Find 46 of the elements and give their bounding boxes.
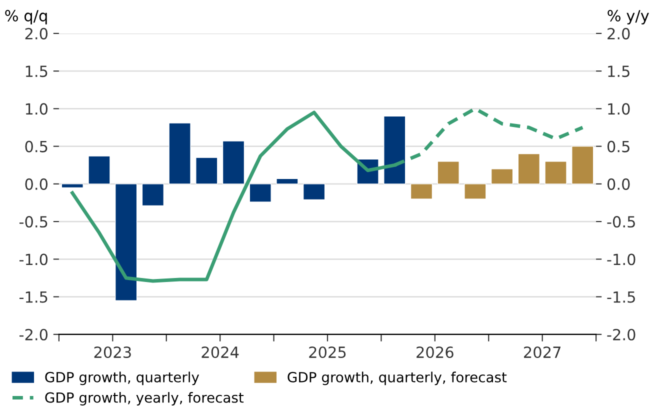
y-tick-label: 0.5 [25, 140, 48, 152]
bar [544, 161, 567, 184]
bar [196, 157, 218, 184]
bar [437, 161, 460, 184]
bar [384, 116, 406, 184]
y2-tick-label: -2.0 [607, 328, 636, 340]
bar [464, 184, 486, 200]
y-tick-label: -1.0 [19, 254, 48, 266]
x-tick-label: 2023 [94, 346, 131, 358]
y-tick-label: 1.0 [26, 103, 48, 115]
bar [114, 184, 138, 301]
x-tick-label: 2026 [416, 346, 454, 358]
y2-tick-label: 1.5 [608, 66, 630, 78]
bar [518, 153, 540, 184]
legend-label: GDP growth, quarterly [45, 372, 200, 386]
bar [168, 122, 191, 184]
bar [490, 168, 514, 184]
y-tick-label: 2.0 [25, 28, 48, 40]
legend-label: GDP growth, yearly, forecast [45, 392, 244, 406]
bar [302, 184, 326, 200]
bar [572, 146, 594, 184]
y-tick-label: -0.5 [19, 216, 48, 228]
bar [410, 184, 433, 200]
y2-tick-label: -0.5 [607, 216, 635, 228]
y-tick-label: -2.0 [19, 328, 48, 340]
x-tick-label: 2025 [309, 346, 346, 358]
y-tick-label: 0.0 [25, 178, 48, 190]
legend-label: GDP growth, quarterly, forecast [288, 372, 507, 386]
y2-tick-label: 0.5 [607, 140, 630, 152]
bar [61, 184, 84, 188]
bar [88, 156, 110, 184]
bar [222, 140, 245, 184]
y2-tick-label: 0.0 [607, 178, 630, 190]
y2-tick-label: -1.0 [607, 254, 636, 266]
y-tick-label: 1.5 [26, 66, 48, 78]
x-tick-label: 2024 [202, 346, 239, 358]
y2-tick-label: -1.5 [607, 291, 635, 303]
y2-tick-label: 2.0 [608, 28, 630, 40]
y2-tick-label: 1.0 [608, 103, 630, 115]
x-tick-label: 2027 [524, 346, 560, 358]
bar [276, 178, 298, 184]
y2-axis-title: % y/y [608, 10, 649, 24]
y-tick-label: -1.5 [19, 291, 48, 303]
y-axis-title: % q/q [5, 10, 47, 24]
bar [249, 184, 272, 202]
bar [142, 184, 164, 206]
